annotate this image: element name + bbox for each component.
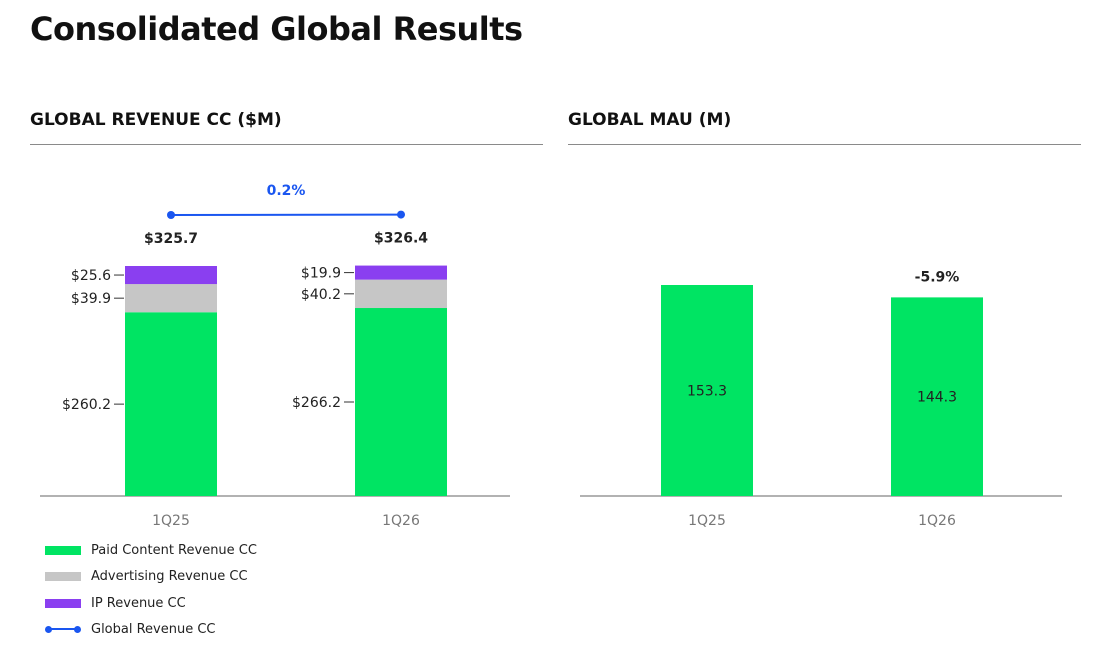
global-revenue-growth-label: 0.2% xyxy=(267,183,306,199)
revenue-total-label-1Q26: $326.4 xyxy=(374,231,428,247)
revenue-bar-ip-1Q26 xyxy=(355,265,447,280)
legend-swatch-ip xyxy=(45,598,81,608)
legend-swatch-advertising xyxy=(45,572,81,582)
global-revenue-point-1Q26 xyxy=(397,210,405,219)
mau-bar-1Q26 xyxy=(891,297,983,496)
revenue-label-paid-1Q25: $260.2 xyxy=(62,397,111,413)
legend-label-advertising: Advertising Revenue CC xyxy=(91,569,248,585)
legend-label-global-revenue: Global Revenue CC xyxy=(91,622,216,638)
revenue-total-label-1Q25: $325.7 xyxy=(144,231,198,247)
legend-label-ip: IP Revenue CC xyxy=(91,595,186,611)
legend-swatch-global-revenue xyxy=(45,625,81,634)
revenue-bar-advertising-1Q25 xyxy=(125,284,217,313)
revenue-label-paid-1Q26: $266.2 xyxy=(292,395,341,411)
revenue-chart-title: GLOBAL REVENUE CC ($M) xyxy=(30,110,282,130)
mau-chart-title: GLOBAL MAU (M) xyxy=(568,110,732,130)
revenue-bar-paid-1Q25 xyxy=(125,312,217,496)
page-title: Consolidated Global Results xyxy=(30,10,523,48)
revenue-x-tick-1Q26: 1Q26 xyxy=(382,513,420,529)
revenue-bar-advertising-1Q26 xyxy=(355,279,447,309)
legend-swatch-paid xyxy=(45,545,81,555)
mau-growth-label: -5.9% xyxy=(915,269,960,285)
revenue-title-rule xyxy=(30,144,543,145)
mau-x-tick-1Q25: 1Q25 xyxy=(688,513,726,529)
legend-label-paid: Paid Content Revenue CC xyxy=(91,542,257,558)
mau-title-rule xyxy=(568,144,1081,145)
revenue-label-advertising-1Q25: $39.9 xyxy=(71,291,111,307)
mau-value-label-1Q26: 144.3 xyxy=(917,390,957,406)
legend-item-advertising: Advertising Revenue CC xyxy=(45,564,257,591)
revenue-x-tick-1Q25: 1Q25 xyxy=(152,513,190,529)
revenue-legend: Paid Content Revenue CC Advertising Reve… xyxy=(45,537,257,643)
legend-item-ip: IP Revenue CC xyxy=(45,590,257,617)
legend-item-paid: Paid Content Revenue CC xyxy=(45,537,257,564)
revenue-bar-paid-1Q26 xyxy=(355,308,447,496)
revenue-label-advertising-1Q26: $40.2 xyxy=(301,287,341,303)
mau-bar-1Q25 xyxy=(661,285,753,496)
revenue-label-ip-1Q25: $25.6 xyxy=(71,268,111,284)
global-revenue-point-1Q25 xyxy=(167,211,175,219)
legend-item-global-revenue: Global Revenue CC xyxy=(45,617,257,644)
mau-x-tick-1Q26: 1Q26 xyxy=(918,513,956,529)
mau-value-label-1Q25: 153.3 xyxy=(687,384,727,400)
revenue-label-ip-1Q26: $19.9 xyxy=(301,266,341,282)
revenue-bar-ip-1Q25 xyxy=(125,266,217,285)
